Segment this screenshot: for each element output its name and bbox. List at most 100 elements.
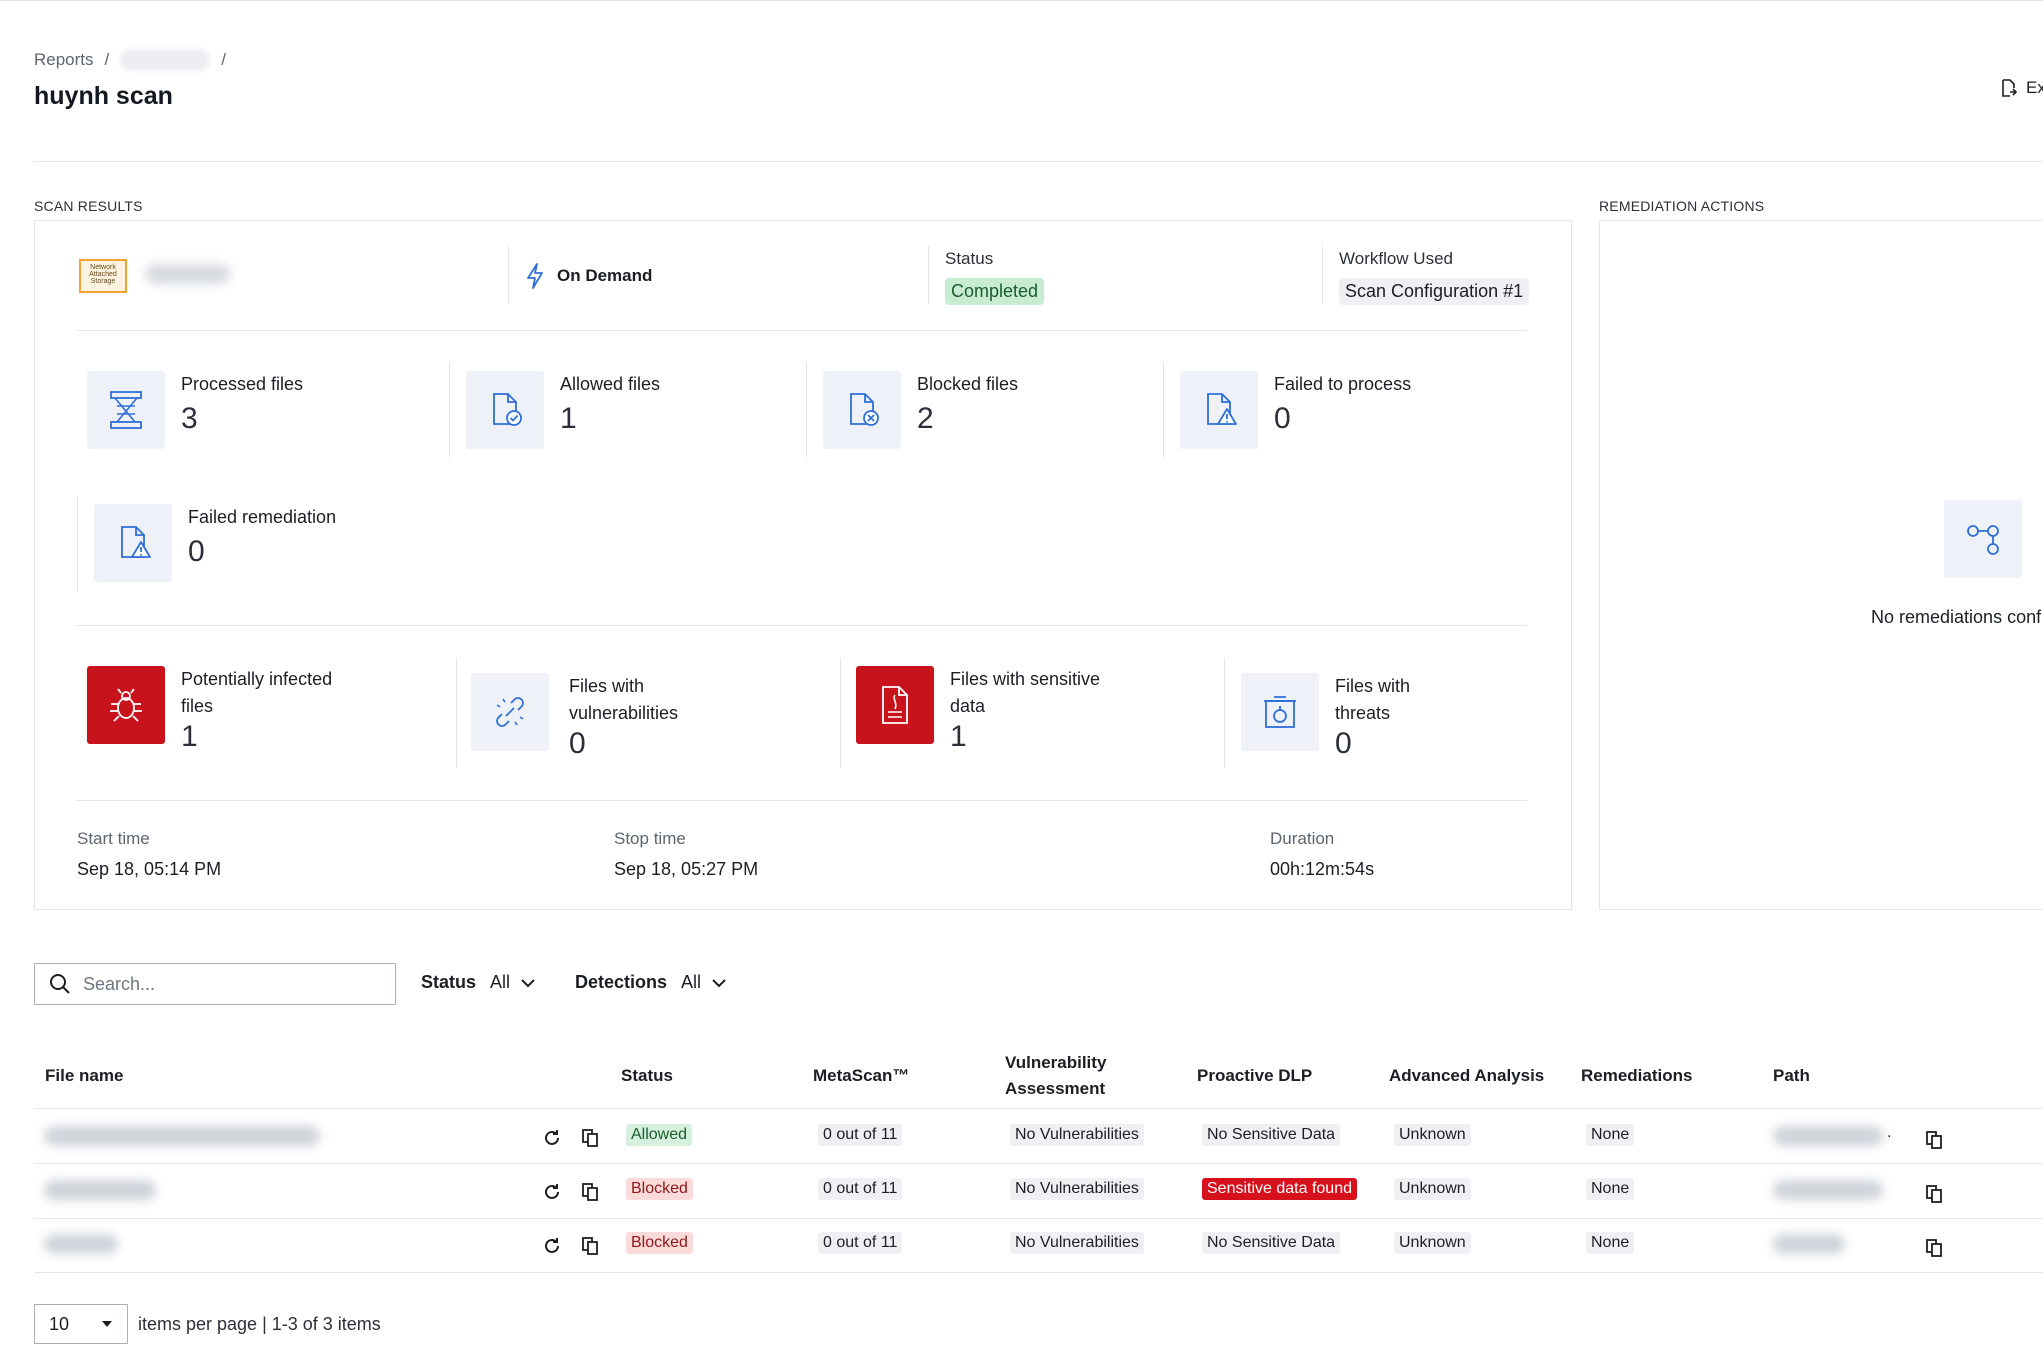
- detection-label-line1: Potentially infected: [181, 669, 333, 689]
- failed-process-icon: [1180, 371, 1258, 449]
- redacted-file-name[interactable]: [44, 1126, 320, 1146]
- detections-filter-label: Detections: [575, 972, 668, 992]
- workflow-nodes-icon: [1944, 500, 2022, 578]
- vulnerability-badge: No Vulnerabilities: [1010, 1178, 1144, 1200]
- search-box[interactable]: [34, 963, 396, 1005]
- row-divider: [34, 1163, 2043, 1164]
- rescan-icon[interactable]: [542, 1182, 562, 1202]
- rescan-icon[interactable]: [542, 1236, 562, 1256]
- copy-icon[interactable]: [580, 1182, 600, 1202]
- stat-value: 1: [560, 402, 577, 435]
- advanced-analysis-badge: Unknown: [1394, 1232, 1471, 1254]
- detection-value: 0: [569, 727, 586, 760]
- page-title: huynh scan: [34, 82, 173, 110]
- redacted-file-name[interactable]: [44, 1234, 118, 1254]
- detection-label-line2: data: [950, 696, 986, 716]
- workflow-badge[interactable]: Scan Configuration #1: [1339, 278, 1530, 305]
- workflow-label: Workflow Used: [1339, 249, 1453, 268]
- stat-value: 0: [1274, 402, 1291, 435]
- copy-path-icon[interactable]: [1924, 1184, 1944, 1204]
- detection-label-line1: Files with sensitive: [950, 669, 1101, 689]
- export-button[interactable]: Ex: [1998, 78, 2043, 98]
- status-filter[interactable]: Status All: [421, 972, 536, 993]
- detection-label-line2: threats: [1335, 703, 1391, 723]
- stat-failed-to-process: Failed to process 0: [1180, 371, 1411, 449]
- no-remediations-text: No remediations conf: [1871, 607, 2042, 627]
- stat-label: Allowed files: [560, 374, 661, 394]
- copy-path-icon[interactable]: [1924, 1238, 1944, 1258]
- breadcrumb-redacted-item[interactable]: [120, 49, 211, 71]
- status-badge: Blocked: [626, 1178, 693, 1200]
- threat-box-icon: [1241, 673, 1319, 751]
- stat-blocked-files: Blocked files 2: [823, 371, 1018, 449]
- redacted-path: [1773, 1126, 1883, 1146]
- detection-label-line1: Files with: [1335, 676, 1411, 696]
- status-label: Status: [945, 249, 994, 268]
- stat-label: Blocked files: [917, 374, 1019, 394]
- detection-infected-files: Potentially infected files 1: [87, 666, 332, 754]
- copy-path-icon[interactable]: [1924, 1130, 1944, 1150]
- path-ellipsis: .: [1887, 1124, 1892, 1141]
- copy-icon[interactable]: [580, 1128, 600, 1148]
- detection-label-line1: Files with: [569, 676, 645, 696]
- page-size-value: 10: [49, 1313, 70, 1334]
- stat-value: 0: [188, 535, 205, 568]
- metascan-badge: 0 out of 11: [818, 1178, 903, 1200]
- top-border: [0, 0, 2043, 1]
- detection-sensitive-data: Files with sensitive data 1: [856, 666, 1100, 754]
- page-size-select[interactable]: 10: [34, 1304, 128, 1344]
- dlp-badge: No Sensitive Data: [1202, 1124, 1341, 1146]
- detection-label-line2: vulnerabilities: [569, 703, 679, 723]
- column-header-vulnerability[interactable]: Vulnerability Assessment: [1005, 1050, 1106, 1102]
- divider: [1322, 246, 1323, 304]
- blocked-files-icon: [823, 371, 901, 449]
- detection-label-line2: files: [181, 696, 214, 716]
- export-file-icon: [2002, 79, 2018, 97]
- copy-icon[interactable]: [580, 1236, 600, 1256]
- redacted-path: [1773, 1234, 1845, 1254]
- scan-results-label: SCAN RESULTS: [34, 198, 143, 214]
- column-header-path[interactable]: Path: [1773, 1066, 1810, 1085]
- stat-value: 2: [917, 402, 934, 435]
- column-header-remediations[interactable]: Remediations: [1581, 1066, 1693, 1085]
- dlp-badge: No Sensitive Data: [1202, 1232, 1341, 1254]
- remediations-badge: None: [1586, 1232, 1635, 1254]
- column-header-advanced-analysis[interactable]: Advanced Analysis: [1389, 1066, 1545, 1085]
- start-time-label: Start time: [77, 829, 150, 848]
- column-header-metascan[interactable]: MetaScan™: [813, 1066, 910, 1085]
- duration-label: Duration: [1270, 829, 1335, 848]
- divider: [508, 246, 509, 304]
- stat-processed-files: Processed files 3: [87, 371, 303, 449]
- column-header-status[interactable]: Status: [621, 1066, 673, 1085]
- failed-remediation-icon: [94, 504, 172, 582]
- stat-label: Processed files: [181, 374, 304, 394]
- rescan-icon[interactable]: [542, 1128, 562, 1148]
- detection-vulnerabilities: Files with vulnerabilities 0: [471, 673, 678, 761]
- vulnerability-badge: No Vulnerabilities: [1010, 1232, 1144, 1254]
- column-header-file-name[interactable]: File name: [45, 1066, 124, 1085]
- search-input[interactable]: [83, 973, 373, 995]
- redacted-path: [1773, 1180, 1883, 1200]
- detections-filter[interactable]: Detections All: [575, 972, 727, 993]
- remediation-actions-label: REMEDIATION ACTIONS: [1599, 198, 1765, 214]
- bug-icon: [87, 666, 165, 744]
- remediations-badge: None: [1586, 1124, 1635, 1146]
- divider: [77, 625, 1527, 626]
- vulnerability-badge: No Vulnerabilities: [1010, 1124, 1144, 1146]
- advanced-analysis-badge: Unknown: [1394, 1178, 1471, 1200]
- redacted-file-name[interactable]: [44, 1180, 156, 1200]
- status-filter-label: Status: [421, 972, 477, 992]
- scan-mode-label: On Demand: [557, 266, 653, 285]
- detections-filter-value: All: [681, 972, 702, 992]
- stop-time-label: Stop time: [614, 829, 686, 848]
- row-divider: [34, 1218, 2043, 1219]
- detection-value: 0: [1335, 727, 1352, 760]
- breadcrumb-separator: /: [221, 50, 226, 69]
- divider: [449, 362, 450, 458]
- metascan-badge: 0 out of 11: [818, 1124, 903, 1146]
- pagination-summary: items per page | 1-3 of 3 items: [138, 1314, 381, 1334]
- status-badge: Completed: [945, 278, 1045, 305]
- column-header-dlp[interactable]: Proactive DLP: [1197, 1066, 1313, 1085]
- detection-threats: Files with threats 0: [1241, 673, 1410, 761]
- breadcrumb-reports-link[interactable]: Reports: [34, 50, 94, 69]
